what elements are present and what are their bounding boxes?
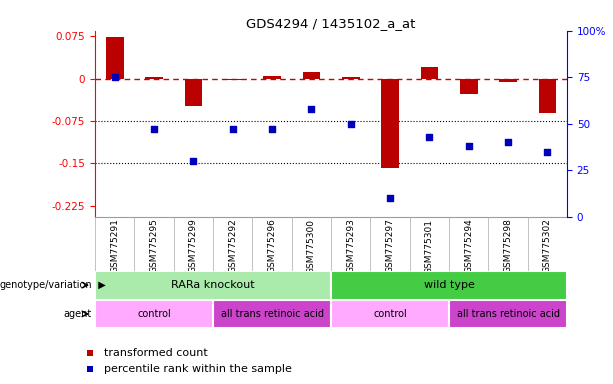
- Text: GSM775300: GSM775300: [307, 218, 316, 273]
- Text: GSM775297: GSM775297: [386, 218, 395, 273]
- Bar: [95, 271, 331, 300]
- Title: GDS4294 / 1435102_a_at: GDS4294 / 1435102_a_at: [246, 17, 416, 30]
- Point: [385, 195, 395, 202]
- Text: agent: agent: [64, 309, 92, 319]
- Point: [464, 143, 474, 149]
- Text: wild type: wild type: [424, 280, 474, 290]
- Text: GSM775294: GSM775294: [464, 218, 473, 273]
- Text: GSM775292: GSM775292: [228, 218, 237, 273]
- Text: GSM775295: GSM775295: [150, 218, 159, 273]
- Bar: [499, 79, 517, 81]
- Bar: [185, 79, 202, 106]
- Text: all trans retinoic acid: all trans retinoic acid: [221, 309, 324, 319]
- Bar: [213, 300, 331, 328]
- Text: all trans retinoic acid: all trans retinoic acid: [457, 309, 560, 319]
- Text: transformed count: transformed count: [104, 348, 208, 358]
- Bar: [224, 79, 242, 80]
- Text: RARa knockout: RARa knockout: [171, 280, 255, 290]
- Text: GSM775293: GSM775293: [346, 218, 355, 273]
- Bar: [460, 79, 478, 94]
- Text: control: control: [373, 309, 407, 319]
- Text: ▶: ▶: [92, 280, 105, 290]
- Bar: [538, 79, 556, 113]
- Text: GSM775296: GSM775296: [267, 218, 276, 273]
- Bar: [145, 77, 163, 79]
- Text: genotype/variation: genotype/variation: [0, 280, 92, 290]
- Point: [188, 158, 198, 164]
- Point: [228, 126, 238, 132]
- Point: [543, 149, 552, 155]
- Bar: [302, 72, 320, 79]
- Bar: [263, 76, 281, 79]
- Bar: [421, 68, 438, 79]
- Bar: [449, 300, 567, 328]
- Point: [306, 106, 316, 112]
- Point: [503, 139, 513, 146]
- Text: percentile rank within the sample: percentile rank within the sample: [104, 364, 292, 374]
- Text: GSM775298: GSM775298: [503, 218, 512, 273]
- Bar: [95, 300, 213, 328]
- Bar: [106, 38, 124, 79]
- Point: [346, 121, 356, 127]
- Text: GSM775291: GSM775291: [110, 218, 119, 273]
- Bar: [331, 271, 567, 300]
- Bar: [331, 300, 449, 328]
- Text: GSM775299: GSM775299: [189, 218, 198, 273]
- Point: [149, 126, 159, 132]
- Point: [424, 134, 434, 140]
- Point: [267, 126, 277, 132]
- Text: GSM775301: GSM775301: [425, 218, 434, 273]
- Point: [110, 74, 120, 80]
- Bar: [381, 79, 399, 168]
- Text: control: control: [137, 309, 171, 319]
- Bar: [342, 77, 360, 79]
- Text: GSM775302: GSM775302: [543, 218, 552, 273]
